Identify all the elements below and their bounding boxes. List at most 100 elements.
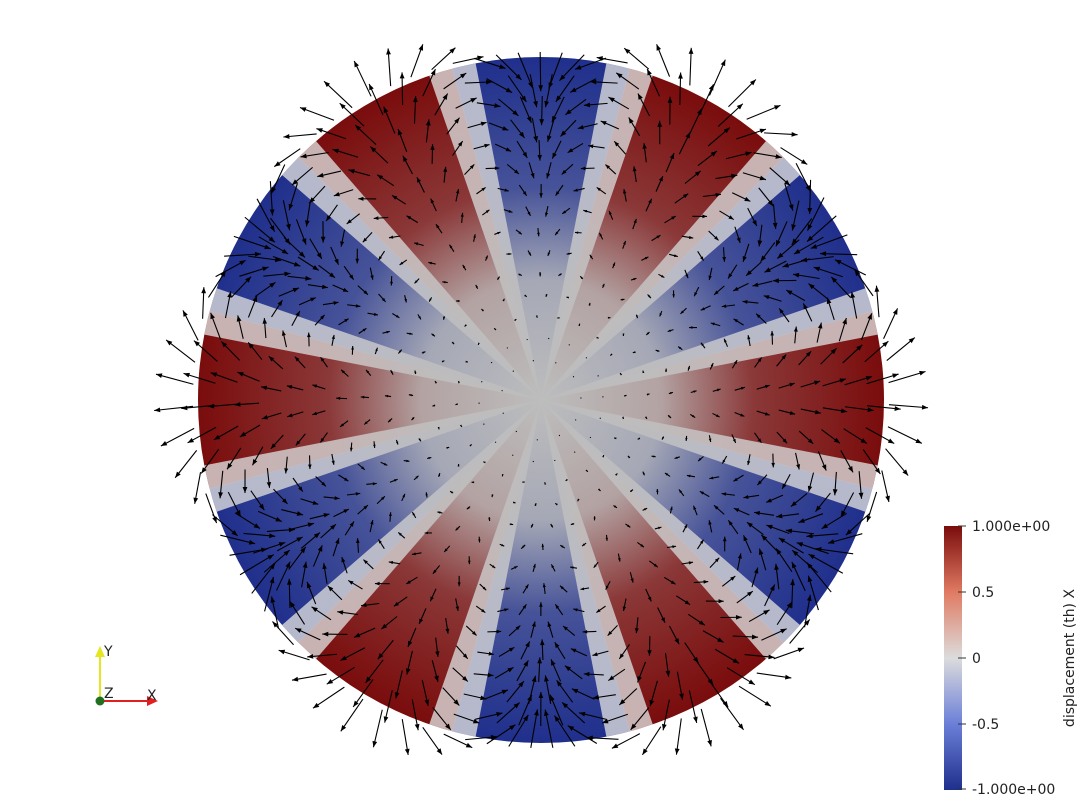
arrow-head-icon bbox=[481, 309, 484, 312]
arrow-head-icon bbox=[522, 481, 525, 484]
arrow-head-icon bbox=[469, 164, 475, 169]
arrow-head-icon bbox=[449, 244, 453, 249]
arrow-head-icon bbox=[746, 270, 752, 276]
arrow-head-icon bbox=[462, 675, 468, 682]
arrow-head-icon bbox=[227, 291, 232, 298]
arrow-head-icon bbox=[632, 166, 637, 172]
arrow-head-icon bbox=[370, 275, 374, 280]
arrow-head-icon bbox=[564, 665, 572, 672]
arrow-head-icon bbox=[457, 582, 461, 587]
arrow-head-icon bbox=[470, 97, 477, 103]
arrow-head-icon bbox=[658, 526, 662, 530]
arrow-head-icon bbox=[445, 723, 451, 730]
arrow-head-icon bbox=[684, 600, 691, 605]
arrow-head-icon bbox=[269, 576, 275, 584]
arrow-head-icon bbox=[340, 423, 345, 427]
arrow-glyph bbox=[224, 253, 262, 257]
arrow-head-icon bbox=[710, 151, 717, 157]
arrow-head-icon bbox=[414, 242, 419, 246]
arrow-head-icon bbox=[661, 723, 667, 731]
arrow-glyph bbox=[312, 686, 345, 709]
arrow-head-icon bbox=[831, 276, 838, 283]
arrow-head-icon bbox=[744, 196, 751, 202]
arrow-head-icon bbox=[541, 543, 545, 548]
arrow-head-icon bbox=[559, 585, 564, 590]
arrow-head-icon bbox=[261, 415, 268, 420]
arrow-head-icon bbox=[574, 231, 579, 234]
arrow-head-icon bbox=[286, 223, 291, 231]
arrow-head-icon bbox=[412, 512, 416, 516]
arrow-head-icon bbox=[759, 175, 766, 181]
arrow-head-icon bbox=[296, 536, 303, 542]
arrow-head-icon bbox=[386, 330, 390, 334]
arrow-head-icon bbox=[776, 548, 782, 555]
arrow-head-icon bbox=[512, 110, 519, 116]
arrow-head-icon bbox=[154, 407, 161, 413]
arrow-head-icon bbox=[455, 189, 460, 194]
arrow-head-icon bbox=[548, 82, 554, 89]
arrow-head-icon bbox=[414, 370, 417, 374]
arrow-head-icon bbox=[320, 314, 325, 320]
arrow-glyph bbox=[244, 216, 276, 243]
arrow-head-icon bbox=[342, 287, 349, 292]
arrow-glyph bbox=[353, 60, 372, 97]
arrow-glyph bbox=[728, 79, 757, 108]
colorbar-tick-min: -1.000e+00 bbox=[972, 782, 1055, 798]
arrow-head-icon bbox=[414, 280, 418, 284]
arrow-head-icon bbox=[480, 121, 487, 127]
arrow-head-icon bbox=[728, 520, 733, 526]
arrow-head-icon bbox=[369, 83, 374, 91]
arrow-head-icon bbox=[270, 596, 276, 603]
arrow-head-icon bbox=[508, 209, 513, 213]
arrow-head-icon bbox=[227, 462, 233, 470]
arrow-head-icon bbox=[537, 154, 542, 161]
arrow-head-icon bbox=[757, 357, 762, 362]
arrow-head-icon bbox=[546, 135, 552, 142]
arrow-head-icon bbox=[551, 115, 557, 123]
arrow-glyph bbox=[483, 423, 485, 425]
arrow-head-icon bbox=[633, 218, 637, 224]
arrow-glyph bbox=[256, 198, 276, 232]
arrow-head-icon bbox=[284, 468, 289, 474]
arrow-head-icon bbox=[442, 281, 446, 284]
arrow-head-icon bbox=[187, 437, 194, 443]
arrow-head-icon bbox=[183, 372, 190, 378]
arrow-glyph bbox=[536, 439, 538, 441]
arrow-head-icon bbox=[465, 360, 468, 363]
arrow-head-icon bbox=[429, 298, 432, 302]
arrow-head-icon bbox=[749, 79, 756, 86]
arrow-head-icon bbox=[481, 608, 486, 613]
arrow-head-icon bbox=[588, 302, 591, 306]
arrow-head-icon bbox=[592, 694, 600, 700]
arrow-head-icon bbox=[430, 144, 435, 150]
arrow-head-icon bbox=[570, 648, 577, 653]
arrow-head-icon bbox=[547, 621, 552, 628]
arrow-head-icon bbox=[703, 580, 709, 584]
arrow-head-icon bbox=[684, 524, 688, 529]
arrow-head-icon bbox=[518, 231, 522, 235]
arrow-head-icon bbox=[583, 209, 588, 213]
arrow-head-icon bbox=[300, 546, 306, 554]
arrow-head-icon bbox=[324, 81, 331, 88]
arrow-head-icon bbox=[308, 464, 312, 470]
arrow-head-icon bbox=[264, 244, 271, 250]
arrow-head-icon bbox=[275, 516, 282, 522]
arrow-glyph bbox=[597, 375, 599, 377]
arrow-head-icon bbox=[806, 594, 812, 602]
arrow-head-icon bbox=[373, 444, 376, 448]
arrow-head-icon bbox=[820, 251, 827, 257]
colorbar-tick-max: 1.000e+00 bbox=[972, 519, 1050, 535]
arrow-head-icon bbox=[372, 740, 378, 748]
arrow-head-icon bbox=[740, 413, 745, 417]
arrow-head-icon bbox=[815, 505, 822, 512]
arrow-head-icon bbox=[867, 407, 874, 413]
arrow-head-icon bbox=[274, 161, 281, 167]
arrow-head-icon bbox=[409, 332, 413, 335]
arrow-head-icon bbox=[355, 492, 361, 496]
arrow-glyph bbox=[506, 347, 508, 349]
arrow-head-icon bbox=[399, 72, 405, 79]
arrow-head-icon bbox=[340, 655, 347, 661]
arrow-head-icon bbox=[674, 456, 678, 459]
arrow-head-icon bbox=[753, 567, 759, 574]
